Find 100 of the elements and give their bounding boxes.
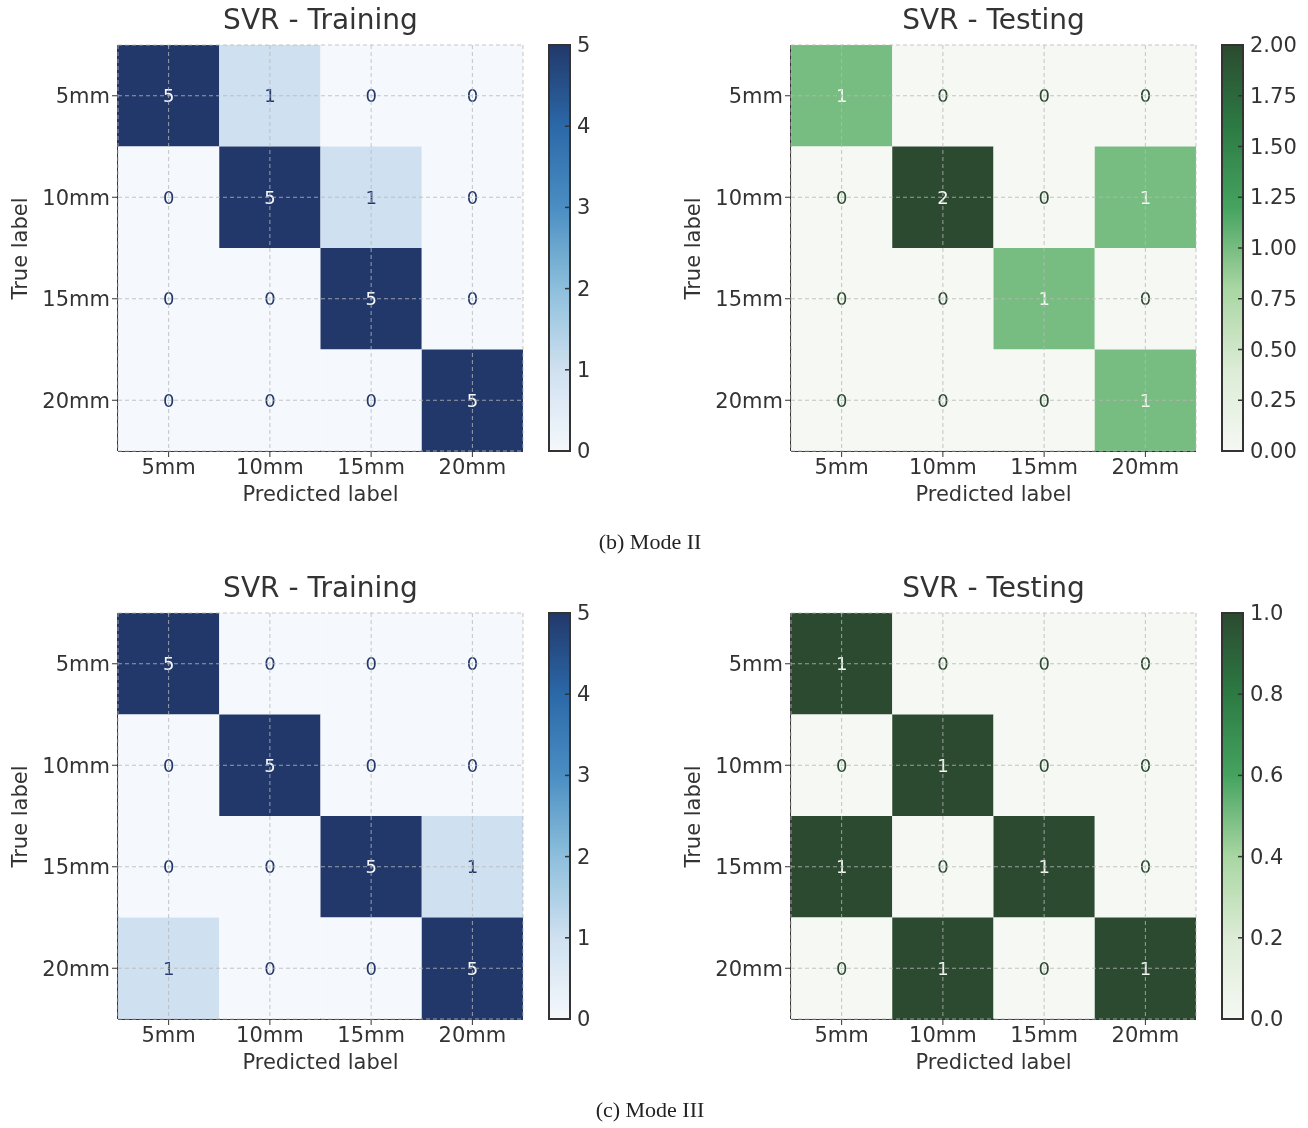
data-label: 0 (1038, 186, 1050, 208)
color-bar-label: 0 (577, 1007, 591, 1031)
data-label: 1 (162, 957, 175, 979)
data-label: 1 (1139, 957, 1152, 979)
data-label: 5 (162, 653, 175, 675)
y-tick-label: 10mm (715, 753, 783, 778)
data-label: 0 (1038, 389, 1050, 411)
data-label: 0 (1038, 85, 1050, 107)
data-label: 0 (835, 389, 848, 411)
data-label: 0 (835, 957, 848, 979)
data-label: 0 (937, 856, 949, 878)
data-label: 0 (162, 389, 175, 411)
chart-title: SVR - Training (222, 3, 419, 37)
color-bar-label: 0.6 (1250, 763, 1284, 788)
color-bar-label: 2.00 (1250, 33, 1297, 57)
y-tick-label: 20mm (42, 388, 110, 413)
data-label: 0 (264, 856, 276, 878)
y-tick-label: 15mm (42, 855, 110, 880)
data-label: 0 (264, 288, 276, 310)
y-axis-title: True label (680, 764, 706, 870)
color-bar-label: 5 (577, 33, 591, 57)
data-label: 5 (162, 85, 175, 107)
x-axis-title: Predicted label (241, 482, 400, 507)
x-tick-label: 10mm (909, 1022, 977, 1047)
chart-title: SVR - Training (222, 571, 419, 605)
y-tick-label: 20mm (42, 956, 110, 981)
y-tick-label: 15mm (42, 287, 110, 312)
data-label: 0 (365, 653, 377, 675)
text: (b) Mode II (597, 529, 703, 555)
x-tick-label: 15mm (1010, 1022, 1078, 1047)
data-label: 0 (1038, 653, 1050, 675)
data-label: 0 (1038, 957, 1050, 979)
x-tick-label: 10mm (909, 454, 977, 479)
text: (c) Mode III (594, 1097, 706, 1123)
data-label: 5 (365, 856, 377, 878)
data-label: 0 (1139, 856, 1152, 878)
color-bar-label: 0.8 (1250, 682, 1284, 707)
y-tick-label: 5mm (728, 652, 783, 677)
color-bar-label: 1 (577, 925, 591, 950)
color-bar-label: 0.00 (1250, 439, 1297, 463)
x-tick-label: 15mm (1010, 454, 1078, 479)
x-tick-label: 10mm (236, 1022, 304, 1047)
data-label: 1 (835, 856, 848, 878)
color-bar-label: 4 (577, 682, 591, 707)
data-label: 5 (264, 186, 276, 208)
color-bar-label: 0.75 (1250, 286, 1297, 311)
x-axis-title: Predicted label (241, 1050, 400, 1075)
data-label: 5 (264, 754, 276, 776)
data-label: 0 (264, 389, 276, 411)
x-tick-label: 15mm (337, 1022, 405, 1047)
chart-title: SVR - Testing (901, 571, 1086, 605)
color-bar-label: 1 (577, 357, 591, 382)
color-bar-label: 0.50 (1250, 337, 1297, 362)
x-tick-label: 5mm (141, 1022, 196, 1047)
data-label: 1 (835, 653, 848, 675)
color-bar-label: 1.0 (1250, 601, 1284, 625)
data-label: 5 (365, 288, 377, 310)
x-tick-label: 20mm (1111, 1022, 1180, 1047)
data-label: 1 (466, 856, 479, 878)
color-bar-label: 3 (577, 763, 591, 788)
data-label: 5 (466, 389, 479, 411)
data-label: 1 (937, 957, 949, 979)
color-bar-label: 5 (577, 601, 591, 625)
color-bar-label: 2 (577, 276, 591, 301)
data-label: 0 (264, 957, 276, 979)
y-tick-label: 5mm (728, 84, 783, 109)
data-label: 1 (835, 85, 848, 107)
y-tick-label: 5mm (55, 84, 110, 109)
color-bar-label: 0.0 (1250, 1007, 1284, 1031)
data-label: 0 (1038, 754, 1050, 776)
data-label: 1 (365, 186, 377, 208)
x-axis-title: Predicted label (914, 1050, 1073, 1075)
data-label: 0 (1139, 288, 1152, 310)
data-label: 1 (264, 85, 276, 107)
y-axis-title: True label (7, 764, 33, 870)
x-tick-label: 5mm (814, 454, 869, 479)
color-bar-label: 4 (577, 114, 591, 139)
data-label: 0 (466, 754, 479, 776)
data-label: 0 (835, 754, 848, 776)
color-bar-label: 0.4 (1250, 844, 1284, 869)
data-label: 0 (162, 186, 175, 208)
data-label: 0 (1139, 754, 1152, 776)
x-tick-label: 20mm (1111, 454, 1180, 479)
data-label: 0 (365, 754, 377, 776)
color-bar-label: 1.75 (1250, 83, 1297, 108)
color-bar-label: 0 (577, 439, 591, 463)
color-bar-label: 3 (577, 195, 591, 220)
data-label: 0 (466, 186, 479, 208)
color-bar-label: 0.25 (1250, 388, 1297, 413)
color-bar-label: 0.2 (1250, 925, 1284, 950)
data-label: 0 (1139, 653, 1152, 675)
x-tick-label: 5mm (814, 1022, 869, 1047)
data-label: 1 (1038, 288, 1050, 310)
x-tick-label: 10mm (236, 454, 304, 479)
data-label: 0 (162, 754, 175, 776)
x-tick-label: 20mm (438, 1022, 507, 1047)
data-label: 0 (365, 957, 377, 979)
data-label: 0 (937, 288, 949, 310)
chart-title: SVR - Testing (901, 3, 1086, 37)
data-label: 1 (1139, 186, 1152, 208)
